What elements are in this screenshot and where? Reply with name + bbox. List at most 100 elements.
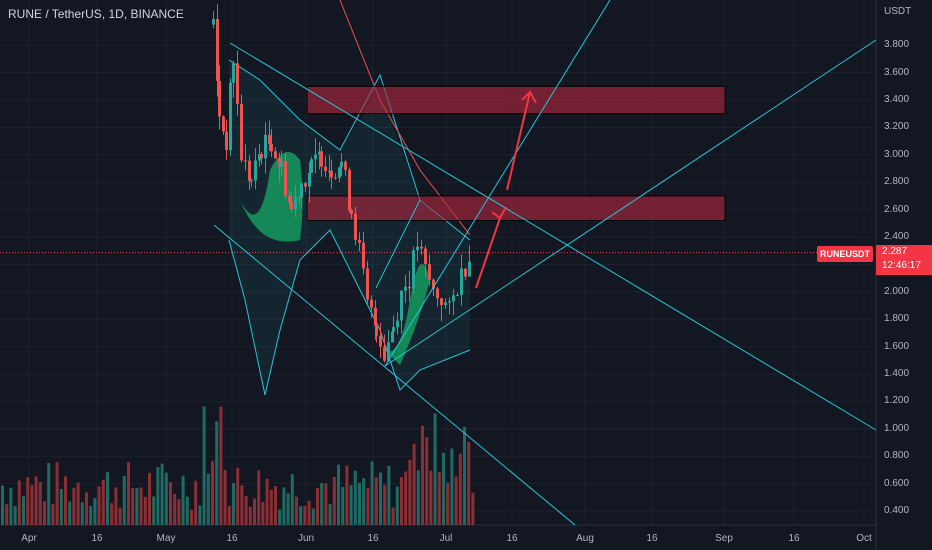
volume-bar [114, 487, 118, 525]
y-tick-label: 3.400 [884, 94, 910, 105]
volume-bar [404, 471, 408, 525]
candle-body [362, 242, 365, 269]
candle-body [218, 80, 221, 117]
volume-bar [232, 483, 235, 525]
candle-body [391, 331, 394, 343]
y-tick-label: 1.200 [884, 395, 910, 407]
x-tick-label: 16 [367, 533, 379, 544]
candle-body [216, 18, 219, 81]
x-tick-label: 16 [226, 533, 238, 544]
candle-body [408, 286, 411, 289]
trendline [384, 0, 611, 367]
candle-body [424, 248, 427, 265]
candle-body [330, 170, 333, 178]
candle-body [379, 335, 382, 347]
y-tick-label: 3.000 [884, 148, 910, 160]
volume-bar [26, 477, 30, 525]
candle-body [412, 250, 415, 289]
candle-body [350, 210, 353, 214]
exchange-label: BINANCE [130, 7, 184, 21]
volume-bar [467, 442, 471, 525]
candle-body [348, 169, 351, 211]
y-tick-label: 3.200 [884, 121, 910, 133]
volume-bar [374, 477, 378, 525]
resistance-zones [306, 85, 726, 222]
projection-arrows [475, 90, 537, 289]
candle-body [236, 63, 239, 104]
volume-bar [173, 493, 177, 525]
projection-arrow [506, 91, 531, 191]
volume-bar [9, 487, 13, 525]
candle-body [274, 151, 277, 159]
volume-bar [282, 487, 286, 525]
volume-bar [450, 448, 454, 525]
interval-label[interactable]: 1D [108, 7, 124, 21]
volume-bar [1, 485, 4, 525]
volume-bar [307, 500, 311, 525]
volume-bar [72, 487, 76, 525]
trendline [229, 42, 877, 431]
volume-bar [265, 478, 269, 525]
candle-body [300, 183, 303, 198]
volume-bar [286, 493, 290, 525]
volume-bar [118, 507, 122, 525]
x-tick-label: Aug [576, 533, 594, 544]
y-tick-label: 1.400 [884, 368, 910, 379]
chart-title: RUNE / TetherUS, 1D, BINANCE [8, 7, 184, 21]
candle-body [248, 160, 251, 181]
candle-body [375, 325, 378, 336]
volume-bar [80, 502, 84, 525]
volume-bar [299, 506, 303, 525]
resistance-zone [306, 195, 726, 222]
volume-bar [13, 506, 17, 525]
candle-body [428, 264, 431, 280]
x-tick-label: 16 [91, 533, 103, 544]
volume-bar [383, 484, 387, 525]
volume-bar [471, 492, 475, 525]
volume-bar [261, 501, 265, 525]
candle-body [354, 213, 357, 240]
candle-body [400, 290, 403, 321]
volume-bar [139, 487, 143, 525]
volume-bar [320, 483, 324, 525]
volume-bar [303, 505, 307, 525]
cloud-green [385, 264, 430, 365]
volume-bar [274, 486, 277, 525]
candle-body [284, 160, 287, 196]
candle-body [396, 320, 399, 328]
candle-body [270, 143, 273, 152]
symbol-price-tag: RUNEUSDT [817, 246, 873, 262]
volume-bar [353, 470, 357, 525]
y-tick-label: 3.600 [884, 66, 910, 78]
volume-bar [387, 465, 391, 525]
volume-bar [164, 472, 168, 525]
volume-bar [198, 505, 202, 525]
candle-body [310, 159, 313, 173]
candle-body [338, 167, 341, 178]
candle-body [240, 103, 243, 161]
volume-bar [437, 471, 441, 525]
arrow-head [491, 206, 507, 220]
candle-body [314, 154, 317, 160]
volume-bar [152, 496, 156, 525]
resistance-zone [306, 85, 726, 115]
candle-body [448, 301, 451, 303]
volume-bar [68, 501, 72, 525]
x-tick-label: Oct [856, 533, 872, 544]
candle-body [324, 166, 327, 172]
trendline [384, 39, 877, 367]
volume-bar [206, 473, 210, 525]
candle-body [250, 180, 253, 182]
volume-bar [278, 509, 282, 525]
candle-body [328, 170, 331, 172]
volume-bar [337, 464, 340, 525]
volume-bar [51, 503, 55, 525]
x-tick-label: Jul [439, 533, 453, 544]
volume-bar [160, 463, 164, 525]
currency-label[interactable]: USDT [884, 6, 912, 17]
volume-bar [64, 476, 67, 525]
volume-bar [34, 476, 38, 525]
bar-countdown: 12:46:17 [882, 260, 921, 271]
volume-bar [379, 472, 382, 525]
